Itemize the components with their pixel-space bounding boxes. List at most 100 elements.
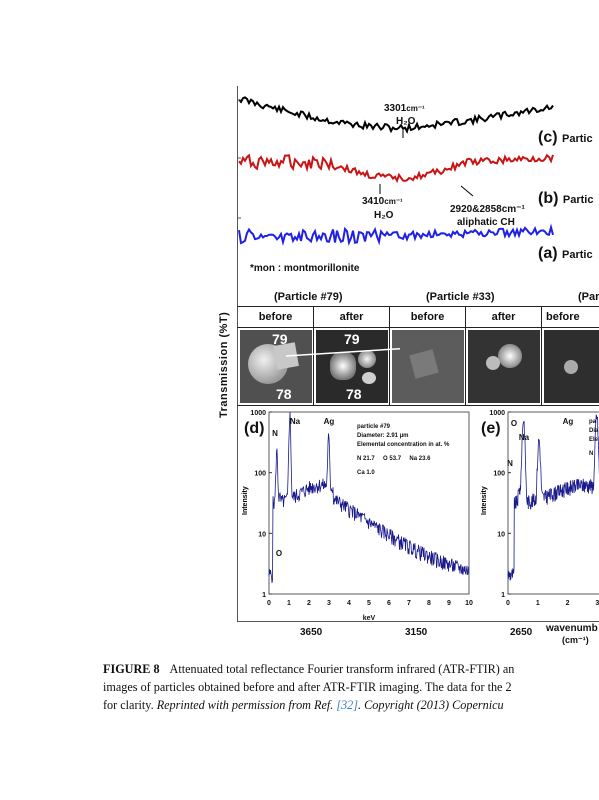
peak-label-ag: Ag (563, 417, 574, 426)
y-tick-label: 1 (262, 592, 266, 599)
b-peak1-value: 3410 (362, 196, 385, 207)
peak-label-o: O (511, 419, 517, 428)
particle-33-after-image (468, 330, 540, 403)
y-tick-label: 1000 (250, 410, 266, 417)
y-tick-label: 1 (501, 592, 505, 599)
edx-d-na: Na 23.6 (409, 456, 431, 462)
c-peak-species: H₂O (396, 116, 416, 127)
c-peak-annotation: 3301cm⁻¹ (384, 103, 425, 114)
x-tick-label: 1 (536, 600, 540, 607)
wavenumber-tick-3150: 3150 (405, 627, 428, 638)
header-after-1: after (339, 311, 364, 323)
x-tick-label: 7 (407, 600, 411, 607)
particle-33-before-image (392, 330, 464, 403)
x-tick-label: 0 (506, 600, 510, 607)
b-peak1-species: H₂O (374, 210, 394, 221)
x-tick-label: 3 (595, 600, 599, 607)
y-axis-label: Intensity (481, 486, 488, 515)
photo-arrows (285, 347, 400, 357)
x-tick-label: 2 (307, 600, 311, 607)
table-bottom-line (237, 405, 599, 406)
caption-line-1: FIGURE 8 Attenuated total reflectance Fou… (103, 660, 599, 678)
label-79: 79 (272, 331, 288, 347)
table-divider (465, 306, 466, 405)
peak-label-na: Na (290, 417, 301, 426)
b-peak2-arrow (460, 185, 474, 197)
particle-bright-spot (486, 356, 500, 370)
spectrum-c-label: (c) Partic (538, 129, 593, 146)
caption-copyright: . Copyright (2013) Copernicu (358, 698, 504, 712)
x-tick-label: 6 (387, 600, 391, 607)
edx-e-diameter: Dia (589, 428, 599, 434)
y-tick-label: 1000 (489, 410, 505, 417)
ftir-spectra-plot (237, 96, 554, 247)
transmission-axis-label: Transmission (%T) (218, 311, 230, 418)
particle-bright-spot (358, 350, 376, 368)
c-peak-unit: cm⁻¹ (406, 104, 425, 113)
edx-spectrum-line (268, 412, 470, 583)
table-top-line (237, 306, 599, 307)
peak-label-n: N (272, 429, 278, 438)
edx-e-info-box: pa Dia Ele N (589, 418, 598, 459)
particle-cube (409, 349, 439, 379)
edx-frame (268, 411, 470, 595)
label-78: 78 (276, 386, 292, 402)
caption-reprint: Reprinted with permission from Ref. (156, 698, 334, 712)
x-tick-label: 8 (427, 600, 431, 607)
caption-line-3: for clarity. Reprinted with permission f… (103, 696, 599, 714)
particle-79-before-image: 79 78 (240, 330, 312, 403)
table-divider (313, 306, 314, 405)
edx-d-diameter: Diameter: 2.91 µm (357, 433, 409, 439)
panel-e-label: (e) (481, 420, 501, 437)
particle-cut-before-image (544, 330, 599, 403)
x-tick-label: 3 (327, 600, 331, 607)
x-tick-label: 0 (267, 600, 271, 607)
edx-e-particle: pa (589, 419, 597, 425)
table-divider (389, 306, 390, 405)
x-tick-label: 4 (347, 600, 351, 607)
edx-d-ca: Ca 1.0 (357, 470, 375, 476)
peak-label-o: O (276, 549, 282, 558)
x-tick-label: 5 (367, 600, 371, 607)
header-before-3: before (546, 311, 580, 323)
label-79: 79 (344, 331, 360, 347)
caption-line-2: images of particles obtained before and … (103, 680, 512, 694)
spectrum-b-label: (b) Partic (538, 190, 594, 207)
edx-d-n: N 21.7 (357, 456, 375, 462)
b-peak1-unit: cm⁻¹ (384, 197, 403, 206)
edx-spectrum-line (507, 414, 599, 581)
y-tick-label: 10 (497, 531, 505, 538)
spectrum-b-line (238, 153, 554, 184)
spectrum-a-line (238, 223, 554, 247)
edx-d-particle: particle #79 (357, 424, 391, 430)
spectrum-a-label: (a) Partic (538, 245, 593, 262)
particle-33-header: (Particle #33) (426, 291, 495, 303)
table-header-line (237, 327, 599, 328)
header-after-2: after (491, 311, 516, 323)
edx-frame (507, 411, 599, 595)
caption-reference-link[interactable]: [32] (336, 698, 359, 712)
particle-79-after-image: 79 78 (316, 330, 388, 403)
wavenumber-tick-2650: 2650 (510, 627, 533, 638)
y-tick-label: 100 (493, 471, 505, 478)
peak-label-ag: Ag (324, 417, 335, 426)
label-78: 78 (346, 386, 362, 402)
wavenumber-axis-unit: (cm⁻¹) (562, 635, 589, 645)
particle-cut-header: (Par (578, 291, 599, 303)
edx-e-plot: 100010010101234IntensityONaNAg (481, 410, 599, 607)
y-axis-label: Intensity (242, 486, 249, 515)
x-tick-label: 1 (287, 600, 291, 607)
x-tick-label: 9 (447, 600, 451, 607)
wavenumber-axis-label: wavenumb (546, 623, 598, 634)
caption-text-3a: for clarity. (103, 698, 154, 712)
particle-bright-spot (564, 360, 578, 374)
particle-bright-spot (362, 372, 376, 384)
mon-footnote: *mon : montmorillonite (250, 263, 360, 274)
caption-label: FIGURE 8 (103, 662, 160, 676)
particle-bright-spot (330, 352, 356, 380)
x-tick-label: 10 (465, 600, 473, 607)
table-divider (541, 306, 542, 405)
edx-d-elem-title: Elemental concentration in at. % (357, 442, 450, 448)
particle-79-header: (Particle #79) (274, 291, 343, 303)
